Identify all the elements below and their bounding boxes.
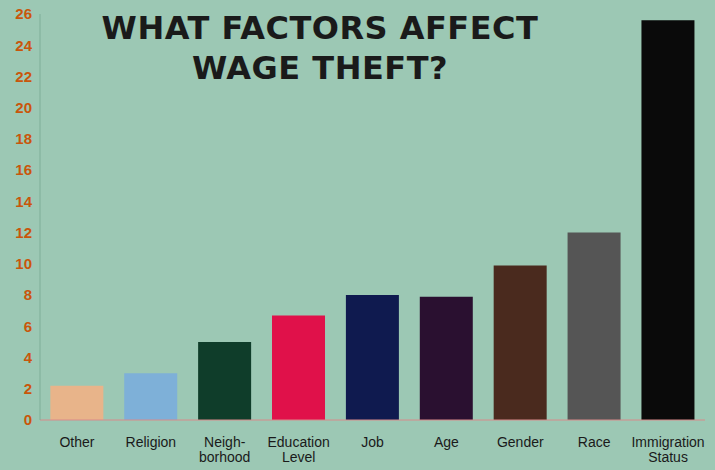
svg-text:6: 6	[24, 318, 32, 335]
svg-text:18: 18	[15, 130, 32, 147]
svg-text:Neigh-borhood: Neigh-borhood	[199, 434, 250, 465]
svg-text:12: 12	[15, 224, 32, 241]
svg-text:16: 16	[15, 161, 32, 178]
html-text:WHAT FACTORS AFFECT WAGE THEFT: WHAT FACTORS AFFECT WAGE THEFT?	[101, 9, 539, 87]
svg-text:26: 26	[15, 5, 32, 22]
svg-text:ImmigrationStatus: ImmigrationStatus	[631, 434, 704, 465]
svg-text:10: 10	[15, 255, 32, 272]
svg-text:4: 4	[24, 349, 33, 366]
svg-text:20: 20	[15, 99, 32, 116]
svg-text:EducationLevel: EducationLevel	[267, 434, 329, 465]
svg-text:Religion: Religion	[126, 434, 177, 450]
svg-text:Race: Race	[578, 434, 611, 450]
svg-text:Other: Other	[59, 434, 94, 450]
svg-text:2: 2	[24, 380, 32, 397]
svg-text:Age: Age	[434, 434, 459, 450]
svg-text:14: 14	[15, 193, 32, 210]
svg-text:Gender: Gender	[497, 434, 544, 450]
svg-text:8: 8	[24, 286, 32, 303]
svg-text:0: 0	[24, 411, 32, 428]
svg-text:24: 24	[15, 37, 32, 54]
svg-text:Job: Job	[361, 434, 384, 450]
svg-text:22: 22	[15, 68, 32, 85]
